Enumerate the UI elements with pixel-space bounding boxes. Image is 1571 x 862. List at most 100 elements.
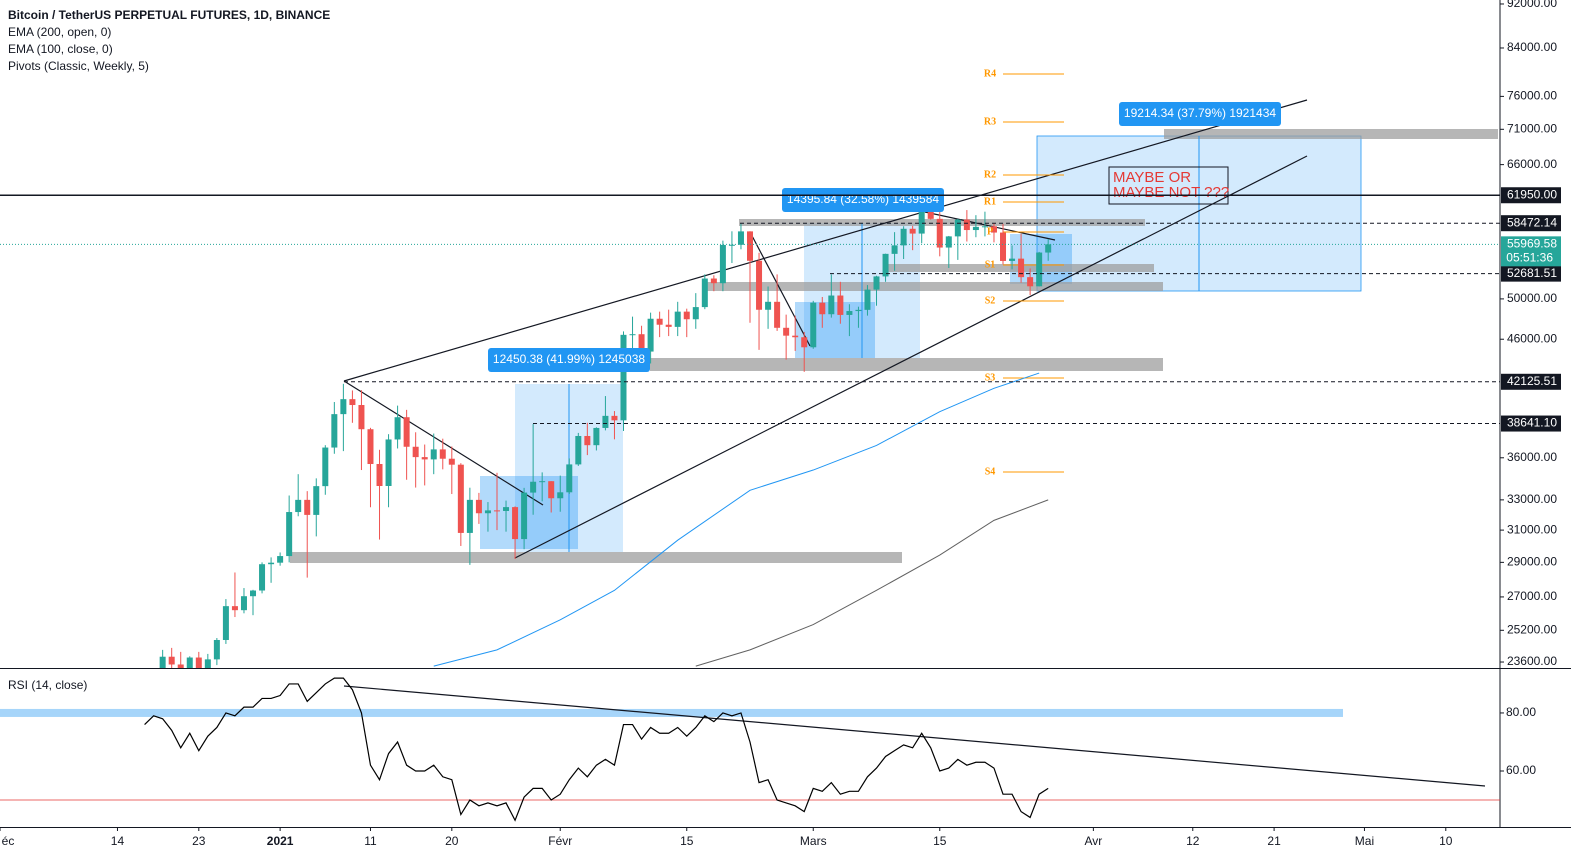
candle-body	[584, 435, 591, 446]
x-tick-label: Févr	[548, 834, 572, 848]
candle-body	[972, 226, 979, 231]
candle-body	[701, 278, 708, 308]
candle-body	[810, 302, 817, 348]
y-tick-label: 71000.00	[1507, 121, 1557, 135]
pivot-label: R2	[984, 169, 996, 180]
candle-body	[1027, 277, 1034, 287]
price-label-bg	[1501, 265, 1561, 282]
candle-body	[756, 260, 763, 310]
measure-label: 12450.38 (41.99%) 1245038	[493, 352, 645, 366]
rsi-band	[0, 708, 1343, 717]
candle-body	[403, 417, 410, 447]
rsi-pane	[0, 677, 1500, 822]
candle-body	[575, 435, 582, 465]
candle-body	[692, 307, 699, 320]
x-tick-label: 23	[192, 834, 206, 848]
rsi-trend	[343, 685, 1486, 787]
candle-body	[737, 231, 744, 245]
y-tick-label: 84000.00	[1507, 40, 1557, 54]
candle-body	[674, 311, 681, 327]
candle-body	[936, 218, 943, 248]
candle-body	[783, 327, 790, 336]
drawings	[290, 73, 1498, 563]
note: MAYBE NOT ???	[1113, 184, 1229, 201]
pivot-label: S1	[985, 259, 996, 270]
candle-body	[557, 492, 564, 499]
candle-body	[385, 439, 392, 486]
current-price-label: 55969.58	[1507, 237, 1557, 251]
candle-body	[647, 318, 654, 352]
candle-body	[864, 289, 871, 310]
candle-body	[837, 295, 844, 315]
candle-body	[376, 464, 383, 486]
candle-body	[322, 447, 329, 487]
candle-body	[493, 510, 500, 512]
x-tick-label: 14	[111, 834, 125, 848]
candle-body	[195, 657, 202, 668]
y-tick-label: 25200.00	[1507, 622, 1557, 636]
y-tick-label: 66000.00	[1507, 157, 1557, 171]
ema-line	[695, 499, 1049, 667]
candle-body	[304, 499, 311, 515]
symbol-title: Bitcoin / TetherUS PERPETUAL FUTURES, 1D…	[8, 8, 330, 22]
candle-body	[530, 481, 537, 493]
x-tick-label: 15	[933, 834, 947, 848]
note-box	[1108, 166, 1229, 205]
candle-body	[774, 301, 781, 328]
candle-body	[394, 417, 401, 440]
x-tick-label: 2021	[267, 834, 294, 848]
candle-body	[295, 499, 302, 513]
x-tick-label: 10	[1439, 834, 1453, 848]
x-tick-label: 21	[1267, 834, 1281, 848]
y-tick-label: 27000.00	[1507, 589, 1557, 603]
candle-body	[918, 201, 925, 234]
candle-body	[828, 295, 835, 315]
candle-body	[177, 664, 184, 668]
measure-label: 14395.84 (32.58%) 1439584	[787, 192, 939, 206]
candle-body	[891, 245, 898, 254]
x-tick-label: 11	[364, 834, 377, 848]
candle-body	[475, 499, 482, 514]
candle-body	[765, 301, 772, 310]
price-label-bg	[1501, 215, 1561, 232]
legend-entry: Pivots (Classic, Weekly, 5)	[8, 59, 149, 73]
candle-body	[539, 481, 546, 483]
candle-body	[250, 590, 257, 597]
candle-body	[430, 449, 437, 460]
candle-body	[358, 405, 365, 430]
candle-body	[638, 334, 645, 352]
overlay: MAYBE OR MAYBE NOT ??? 12450.38 (41.99%)…	[8, 8, 1281, 692]
candle-body	[466, 499, 473, 533]
note: MAYBE OR	[1113, 169, 1191, 186]
pivot-label: R1	[984, 196, 996, 207]
candle-body	[656, 318, 663, 325]
x-tick-label: Mars	[800, 834, 827, 848]
candle-body	[945, 236, 952, 248]
x-tick-label: 15	[680, 834, 694, 848]
pivot-label: P	[987, 226, 993, 237]
measure-label-bg	[488, 348, 650, 372]
measure-label: 19214.34 (37.79%) 1921434	[1124, 106, 1276, 120]
candle-body	[1045, 244, 1052, 253]
candles	[159, 197, 1052, 668]
legend-entry: EMA (200, open, 0)	[8, 25, 111, 39]
price-label-bg	[1501, 187, 1561, 204]
candle-body	[683, 311, 690, 320]
candle-body	[710, 278, 717, 284]
y-tick-label: 50000.00	[1507, 291, 1557, 305]
price-label-bg	[1501, 415, 1561, 432]
candle-body	[819, 302, 826, 315]
candle-body	[222, 606, 229, 640]
x-tick-label: 12	[1186, 834, 1200, 848]
frame	[0, 0, 1571, 828]
candle-body	[954, 219, 961, 237]
candle-body	[855, 309, 862, 312]
candle-body	[566, 464, 573, 493]
candle-body	[412, 446, 419, 458]
y-tick-label: 31000.00	[1507, 522, 1557, 536]
y-tick-label: 33000.00	[1507, 492, 1557, 506]
price-label: 58472.14	[1507, 215, 1557, 229]
candle-body	[503, 507, 510, 511]
rsi-title: RSI (14, close)	[8, 678, 87, 692]
